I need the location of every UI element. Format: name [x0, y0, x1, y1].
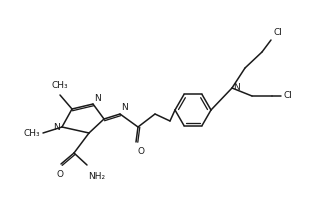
Text: N: N [121, 103, 128, 112]
Text: CH₃: CH₃ [52, 81, 68, 90]
Text: N: N [53, 122, 60, 132]
Text: N: N [233, 83, 240, 93]
Text: O: O [57, 170, 64, 179]
Text: N: N [94, 94, 101, 103]
Text: O: O [138, 147, 145, 156]
Text: CH₃: CH₃ [23, 130, 40, 138]
Text: Cl: Cl [274, 28, 283, 37]
Text: Cl: Cl [284, 91, 293, 101]
Text: NH₂: NH₂ [88, 172, 105, 181]
